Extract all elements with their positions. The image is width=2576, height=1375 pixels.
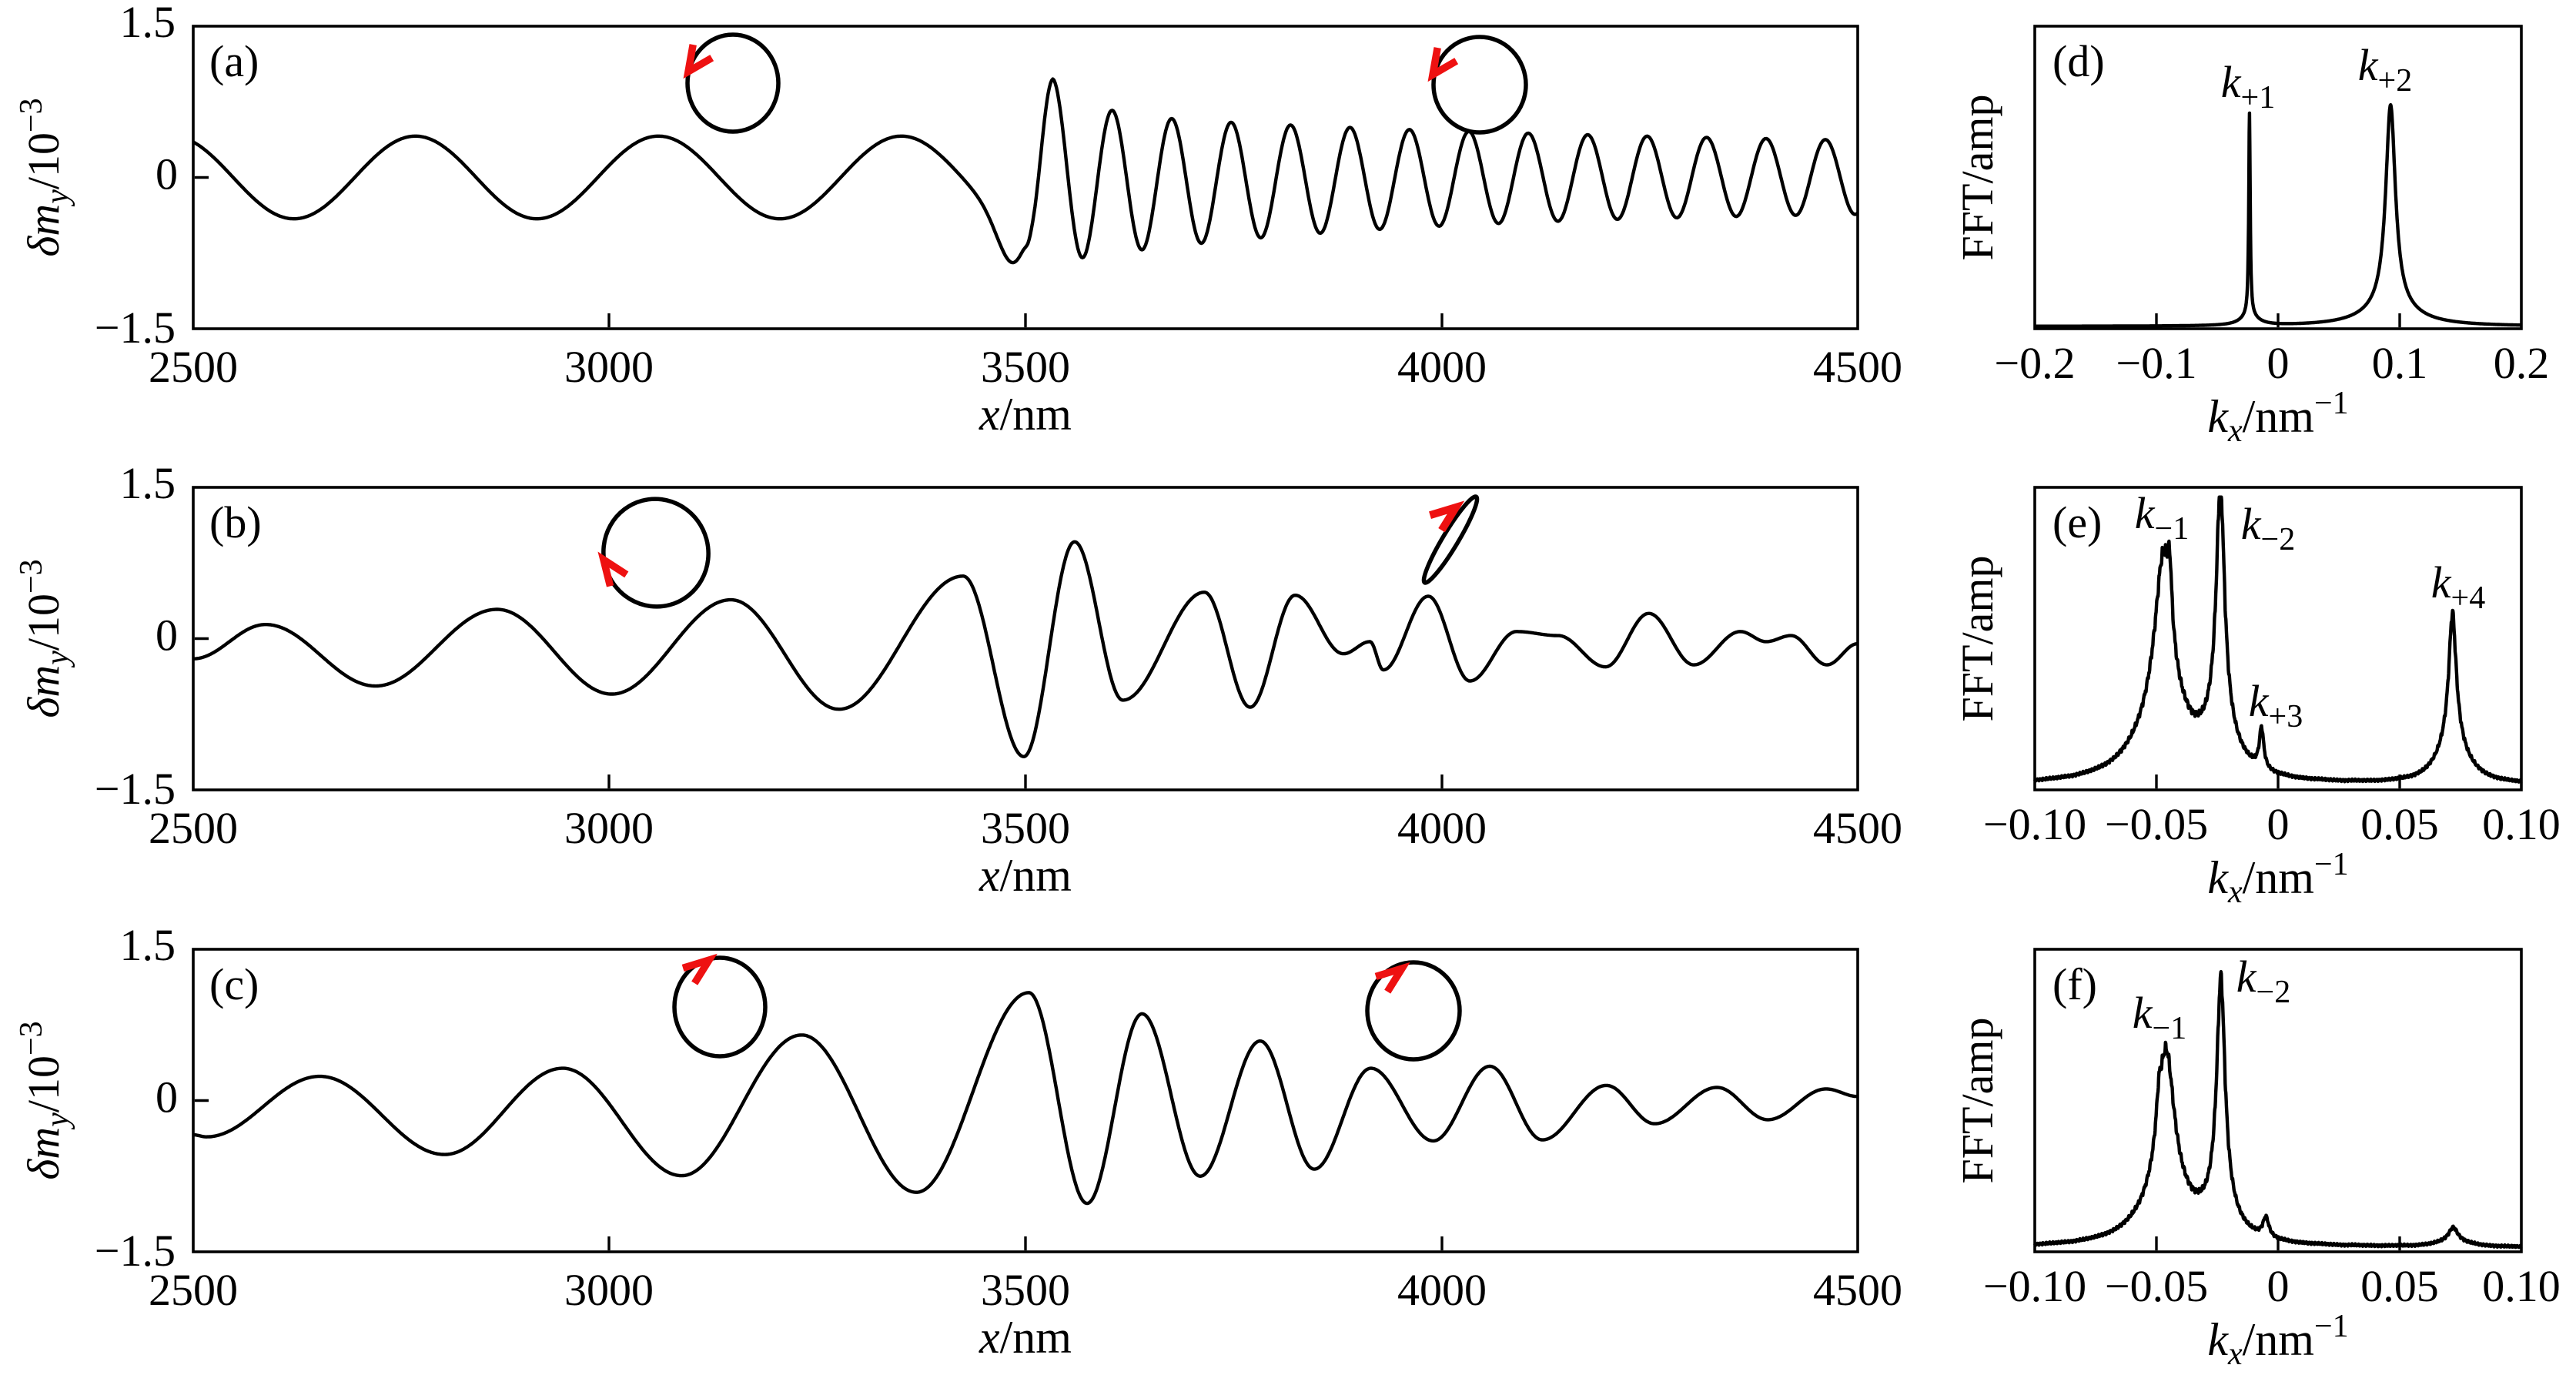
svg-text:0: 0 — [156, 1072, 178, 1122]
svg-text:−1.5: −1.5 — [95, 1226, 176, 1276]
svg-text:k−1: k−1 — [2133, 988, 2186, 1046]
svg-text:0: 0 — [2267, 1261, 2290, 1311]
svg-text:k−1: k−1 — [2135, 488, 2189, 547]
svg-text:4500: 4500 — [1813, 1265, 1902, 1315]
svg-text:x/nm: x/nm — [979, 1312, 1072, 1363]
svg-text:0: 0 — [156, 611, 178, 661]
svg-text:2500: 2500 — [149, 803, 238, 853]
svg-text:4000: 4000 — [1397, 342, 1487, 392]
svg-text:(e): (e) — [2052, 497, 2102, 547]
svg-text:−0.2: −0.2 — [1994, 338, 2075, 388]
svg-text:−0.10: −0.10 — [1983, 1261, 2086, 1311]
svg-text:3000: 3000 — [564, 803, 654, 853]
svg-text:FFT/amp: FFT/amp — [1952, 95, 2002, 261]
svg-text:−0.10: −0.10 — [1983, 799, 2086, 849]
svg-text:−1.5: −1.5 — [95, 303, 176, 353]
svg-text:0.10: 0.10 — [2482, 1261, 2561, 1311]
svg-text:k+2: k+2 — [2358, 40, 2412, 99]
svg-text:3500: 3500 — [981, 1265, 1070, 1315]
svg-text:(b): (b) — [209, 497, 262, 547]
svg-text:2500: 2500 — [149, 342, 238, 392]
svg-text:0: 0 — [156, 149, 178, 199]
svg-text:0: 0 — [2267, 338, 2290, 388]
svg-text:3000: 3000 — [564, 342, 654, 392]
svg-text:3500: 3500 — [981, 803, 1070, 853]
svg-text:1.5: 1.5 — [120, 920, 176, 970]
svg-text:−0.05: −0.05 — [2105, 1261, 2208, 1311]
svg-text:3500: 3500 — [981, 342, 1070, 392]
svg-text:k+3: k+3 — [2249, 676, 2303, 734]
svg-text:4500: 4500 — [1813, 803, 1902, 853]
svg-text:0.10: 0.10 — [2482, 799, 2561, 849]
svg-text:0: 0 — [2267, 799, 2290, 849]
svg-text:x/nm: x/nm — [979, 850, 1072, 901]
svg-text:δmy/10−3: δmy/10−3 — [14, 98, 75, 256]
svg-text:k−2: k−2 — [2236, 952, 2290, 1010]
svg-text:0.05: 0.05 — [2360, 799, 2439, 849]
svg-text:−1.5: −1.5 — [95, 764, 176, 814]
svg-text:4500: 4500 — [1813, 342, 1902, 392]
svg-text:(a): (a) — [209, 36, 259, 86]
svg-text:(f): (f) — [2052, 959, 2097, 1009]
svg-text:δmy/10−3: δmy/10−3 — [14, 1021, 75, 1179]
svg-text:(d): (d) — [2052, 36, 2105, 86]
svg-text:1.5: 1.5 — [120, 0, 176, 47]
svg-text:1.5: 1.5 — [120, 458, 176, 508]
svg-text:FFT/amp: FFT/amp — [1952, 1018, 2002, 1184]
svg-text:k+1: k+1 — [2221, 57, 2275, 115]
svg-text:2500: 2500 — [149, 1265, 238, 1315]
svg-text:kx/nm−1: kx/nm−1 — [2207, 847, 2348, 910]
svg-text:4000: 4000 — [1397, 1265, 1487, 1315]
svg-text:4000: 4000 — [1397, 803, 1487, 853]
svg-text:0.05: 0.05 — [2360, 1261, 2439, 1311]
svg-text:x/nm: x/nm — [979, 389, 1072, 440]
svg-text:k+4: k+4 — [2431, 557, 2485, 616]
svg-text:0.2: 0.2 — [2494, 338, 2550, 388]
svg-text:FFT/amp: FFT/amp — [1952, 556, 2002, 722]
svg-text:δmy/10−3: δmy/10−3 — [14, 559, 75, 718]
svg-text:kx/nm−1: kx/nm−1 — [2207, 1309, 2348, 1371]
svg-text:(c): (c) — [209, 959, 259, 1009]
svg-text:3000: 3000 — [564, 1265, 654, 1315]
svg-text:kx/nm−1: kx/nm−1 — [2207, 386, 2348, 449]
svg-text:−0.1: −0.1 — [2116, 338, 2196, 388]
svg-text:−0.05: −0.05 — [2105, 799, 2208, 849]
svg-text:0.1: 0.1 — [2372, 338, 2428, 388]
svg-text:k−2: k−2 — [2241, 499, 2295, 557]
